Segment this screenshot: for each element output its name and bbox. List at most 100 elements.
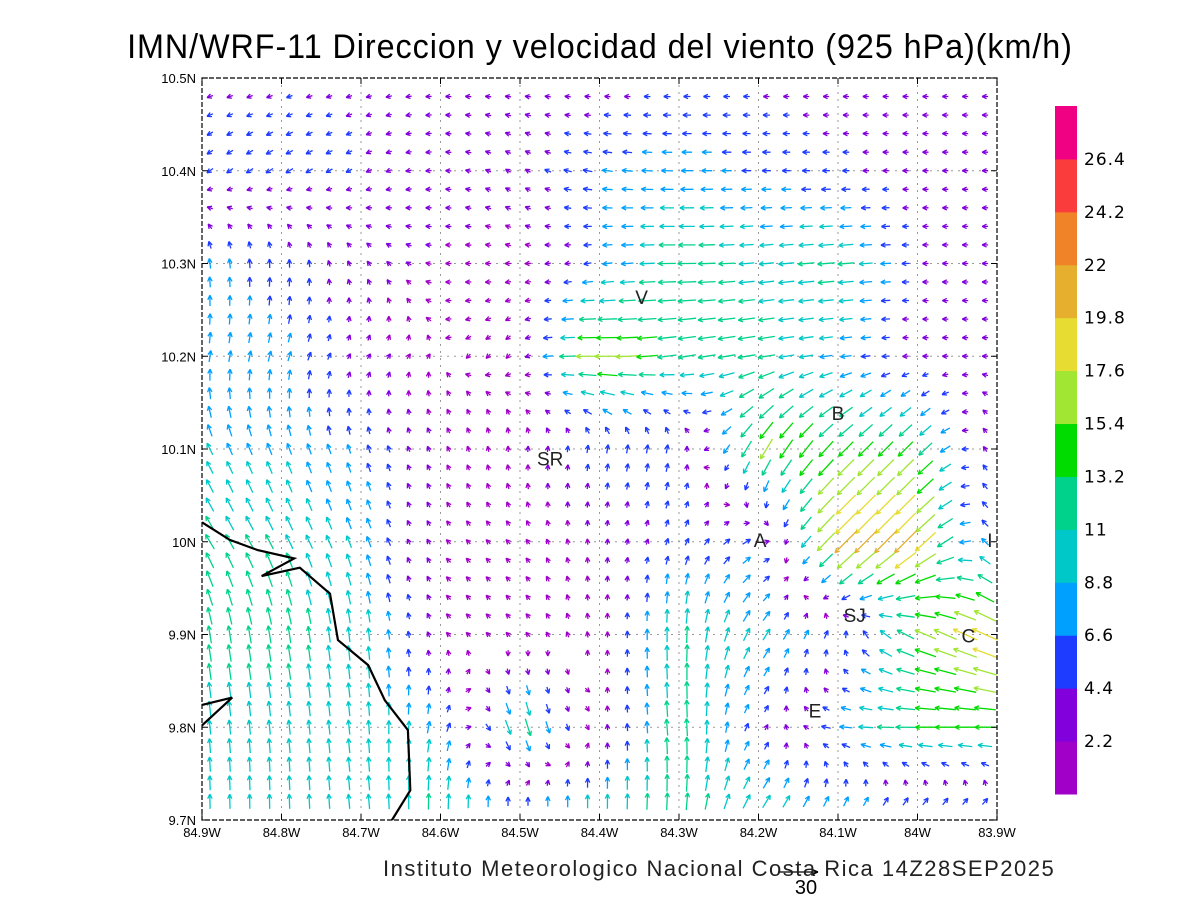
wind-arrow <box>942 779 949 786</box>
wind-arrow <box>899 406 912 417</box>
wind-arrow <box>677 335 696 342</box>
wind-arrow <box>464 316 472 322</box>
wind-arrow <box>782 149 791 155</box>
wind-arrow <box>677 316 697 323</box>
wind-arrow <box>465 631 472 638</box>
wind-arrow <box>861 186 870 193</box>
wind-arrow <box>544 223 551 230</box>
wind-arrow <box>485 390 491 397</box>
wind-arrow <box>246 719 253 735</box>
wind-arrow <box>704 645 711 661</box>
wind-arrow <box>604 649 611 657</box>
wind-arrow <box>882 130 889 137</box>
wind-arrow <box>823 612 830 620</box>
wind-arrow <box>345 663 352 680</box>
wind-arrow <box>345 535 353 549</box>
wind-arrow <box>465 390 472 397</box>
wind-arrow <box>405 371 412 378</box>
wind-arrow <box>860 316 872 323</box>
x-tick-label: 83.9W <box>978 825 1016 840</box>
y-tick-label: 9.7N <box>169 813 196 828</box>
wind-arrow <box>818 242 834 249</box>
wind-arrow <box>981 372 989 378</box>
wind-arrow <box>247 368 253 381</box>
wind-arrow <box>758 298 775 304</box>
wind-arrow <box>601 167 613 174</box>
wind-arrow <box>778 261 795 267</box>
wind-arrow <box>738 298 755 304</box>
reference-vector: 30 <box>778 868 819 899</box>
wind-arrow <box>819 223 833 230</box>
wind-arrow <box>226 205 233 211</box>
wind-arrow <box>485 761 492 768</box>
wind-arrow <box>902 334 909 341</box>
wind-arrow <box>942 353 949 359</box>
wind-arrow <box>565 538 571 545</box>
wind-arrow <box>664 663 670 680</box>
wind-arrow <box>817 495 835 514</box>
wind-arrow <box>981 168 989 174</box>
wind-arrow <box>971 628 999 641</box>
wind-arrow <box>246 93 253 99</box>
wind-arrow <box>894 512 917 535</box>
wind-arrow <box>425 667 432 676</box>
place-label: E <box>809 702 822 723</box>
wind-arrow <box>684 662 690 681</box>
wind-arrow <box>406 464 412 471</box>
wind-arrow <box>882 796 889 806</box>
wind-arrow <box>624 758 631 771</box>
wind-arrow <box>227 241 233 249</box>
wind-arrow <box>697 335 716 342</box>
wind-arrow <box>564 260 571 267</box>
wind-arrow <box>858 724 874 730</box>
wind-arrow <box>721 426 732 435</box>
wind-arrow <box>524 205 531 211</box>
colorbar-label: 6.6 <box>1084 626 1114 646</box>
wind-arrow <box>406 519 412 527</box>
wind-arrow <box>226 719 233 735</box>
wind-arrow <box>226 700 233 717</box>
wind-arrow <box>819 371 833 379</box>
wind-arrow <box>306 461 313 474</box>
wind-arrow <box>839 724 853 730</box>
wind-arrow <box>803 686 810 694</box>
wind-arrow <box>225 515 235 531</box>
wind-arrow <box>564 761 570 768</box>
wind-arrow <box>246 276 253 287</box>
wind-arrow <box>961 260 969 267</box>
wind-arrow <box>205 588 214 606</box>
wind-arrow <box>742 627 751 642</box>
wind-arrow <box>657 279 677 285</box>
wind-arrow <box>325 130 333 136</box>
wind-arrow <box>267 223 273 230</box>
wind-arrow <box>584 631 591 638</box>
wind-arrow <box>484 93 492 100</box>
wind-arrow <box>903 779 909 787</box>
wind-arrow <box>953 610 977 621</box>
wind-arrow <box>604 519 611 527</box>
wind-arrow <box>822 149 830 155</box>
wind-arrow <box>723 93 730 100</box>
wind-arrow <box>345 516 352 530</box>
wind-arrow <box>346 443 352 454</box>
wind-arrow <box>600 279 614 286</box>
wind-arrow <box>326 700 332 717</box>
wind-arrow <box>663 93 671 100</box>
wind-arrow <box>622 149 633 155</box>
wind-arrow <box>704 555 710 565</box>
wind-arrow <box>445 740 452 752</box>
wind-arrow <box>426 408 432 416</box>
wind-arrow <box>953 666 977 676</box>
wind-arrow <box>545 427 551 434</box>
wind-arrow <box>644 500 650 509</box>
wind-arrow <box>658 242 676 248</box>
wind-arrow <box>266 387 273 399</box>
wind-arrow <box>226 442 234 456</box>
wind-arrow <box>485 613 492 619</box>
wind-arrow <box>895 724 916 730</box>
wind-arrow <box>894 551 917 569</box>
wind-arrow <box>961 279 969 285</box>
wind-arrow <box>757 371 775 379</box>
wind-arrow <box>763 501 770 509</box>
wind-arrow <box>425 130 432 137</box>
